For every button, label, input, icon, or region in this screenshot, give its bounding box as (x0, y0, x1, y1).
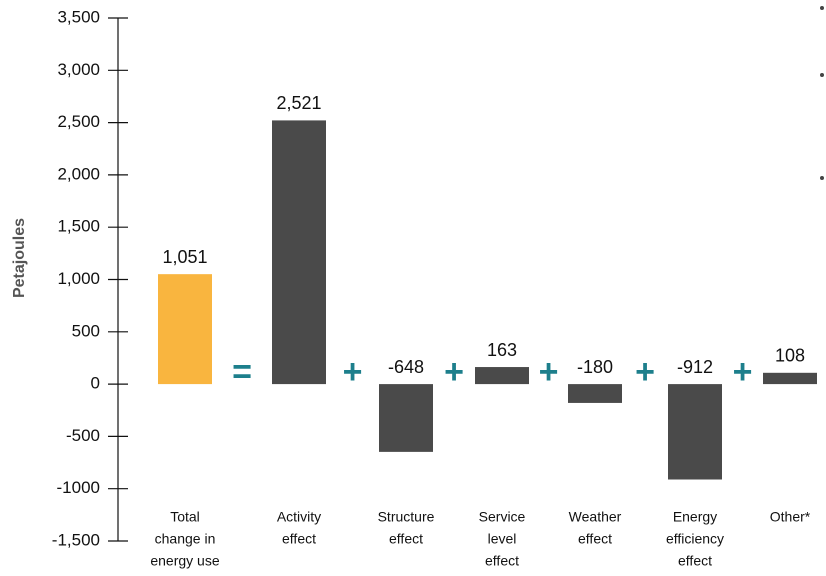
operator: + (444, 353, 464, 391)
bullet (820, 176, 824, 180)
x-tick-label: energy use (150, 553, 219, 569)
x-tick-label: Total (170, 509, 200, 525)
bar (475, 367, 529, 385)
bullet (820, 73, 824, 77)
value-label: 163 (487, 340, 517, 360)
y-tick-label: -1000 (57, 478, 100, 497)
bar (763, 372, 817, 385)
operator: + (733, 353, 753, 391)
x-tick-label: level (488, 531, 517, 547)
x-tick-label: Service (479, 509, 526, 525)
y-tick-label: -1,500 (52, 530, 100, 549)
y-tick-label: 0 (91, 374, 100, 393)
operator: + (343, 353, 363, 391)
x-tick-label: effect (282, 531, 316, 547)
bullet (820, 6, 824, 10)
y-tick-label: 1,500 (57, 217, 100, 236)
operator: + (539, 353, 559, 391)
y-tick-label: 3,500 (57, 7, 100, 26)
x-tick-label: effect (578, 531, 612, 547)
bar (272, 120, 326, 385)
x-tick-label: change in (155, 531, 216, 547)
value-label: 1,051 (162, 247, 207, 267)
x-tick-label: effect (485, 553, 519, 569)
x-tick-label: efficiency (666, 531, 724, 547)
value-label: -912 (677, 357, 713, 377)
y-tick-label: 1,000 (57, 269, 100, 288)
x-tick-label: Weather (569, 509, 622, 525)
y-tick-label: 500 (72, 321, 100, 340)
bar (668, 384, 722, 480)
value-label: 2,521 (276, 93, 321, 113)
x-tick-label: Energy (673, 509, 717, 525)
x-tick-label: effect (678, 553, 712, 569)
value-label: -648 (388, 357, 424, 377)
y-tick-label: 2,000 (57, 164, 100, 183)
operator: = (232, 353, 252, 391)
operator: + (635, 353, 655, 391)
y-tick-label: 2,500 (57, 112, 100, 131)
x-tick-label: Other* (770, 509, 811, 525)
x-tick-label: Activity (277, 509, 321, 525)
bar (379, 384, 433, 452)
y-tick-label: 3,000 (57, 60, 100, 79)
x-tick-label: effect (389, 531, 423, 547)
bar (568, 384, 622, 403)
value-label: -180 (577, 357, 613, 377)
y-axis-label: Petajoules (11, 218, 28, 298)
value-label: 108 (775, 346, 805, 366)
bar (158, 274, 212, 385)
y-tick-label: -500 (66, 426, 100, 445)
x-tick-label: Structure (378, 509, 435, 525)
